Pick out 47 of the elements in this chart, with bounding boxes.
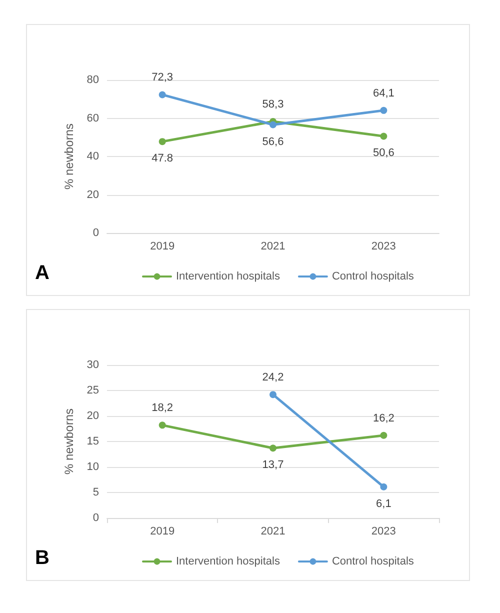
x-tick-label: 2021 <box>260 240 286 252</box>
point <box>270 391 276 398</box>
data-label: 64,1 <box>372 87 394 100</box>
data-label: 13,7 <box>262 459 284 472</box>
x-tick-label: 2023 <box>371 240 396 252</box>
data-label: 47.8 <box>152 152 174 165</box>
y-tick-label: 60 <box>86 112 99 124</box>
point <box>158 422 166 429</box>
point <box>270 121 276 128</box>
legend-label: Intervention hospitals <box>176 556 280 568</box>
x-tick-label: 2019 <box>150 526 175 538</box>
x-tick-label: 2021 <box>260 526 286 538</box>
data-label: 16,2 <box>372 412 394 424</box>
point <box>380 432 388 439</box>
y-tick-label: 40 <box>86 150 99 162</box>
legend-label: Control hospitals <box>332 556 414 568</box>
text: B <box>35 547 50 570</box>
legend-label: Control hospitals <box>332 270 414 282</box>
point <box>158 91 166 98</box>
y-tick-label: 20 <box>86 188 99 201</box>
y-tick-label: 0 <box>92 512 99 524</box>
text: A <box>35 262 50 285</box>
y-tick-label: 0 <box>92 227 99 239</box>
y-tick-label: 10 <box>86 461 99 473</box>
point <box>380 106 388 114</box>
data-label: 6,1 <box>376 498 392 510</box>
y-tick-label: 5 <box>92 486 99 498</box>
y-tick-label: 15 <box>86 436 99 448</box>
y-tick-label: 20 <box>86 410 99 422</box>
data-label: 56,6 <box>262 136 284 148</box>
y-tick-label: 25 <box>86 384 99 396</box>
y-axis-title: % newborns <box>62 408 76 475</box>
y-tick-label: 80 <box>86 74 99 86</box>
point <box>158 138 166 146</box>
x-tick-label: 2019 <box>150 240 175 252</box>
point <box>380 132 388 140</box>
data-label: 72,3 <box>152 72 174 84</box>
x-tick-label: 2023 <box>371 526 396 538</box>
data-label: 58,3 <box>262 98 284 110</box>
data-label: 24,2 <box>262 372 284 384</box>
y-tick-label: 30 <box>86 359 99 371</box>
data-label: 50,6 <box>372 147 394 160</box>
legend-label: Intervention hospitals <box>176 270 280 282</box>
point <box>270 444 276 452</box>
point <box>380 483 388 490</box>
y-axis-title: % newborns <box>62 123 76 190</box>
data-label: 18,2 <box>152 402 174 414</box>
